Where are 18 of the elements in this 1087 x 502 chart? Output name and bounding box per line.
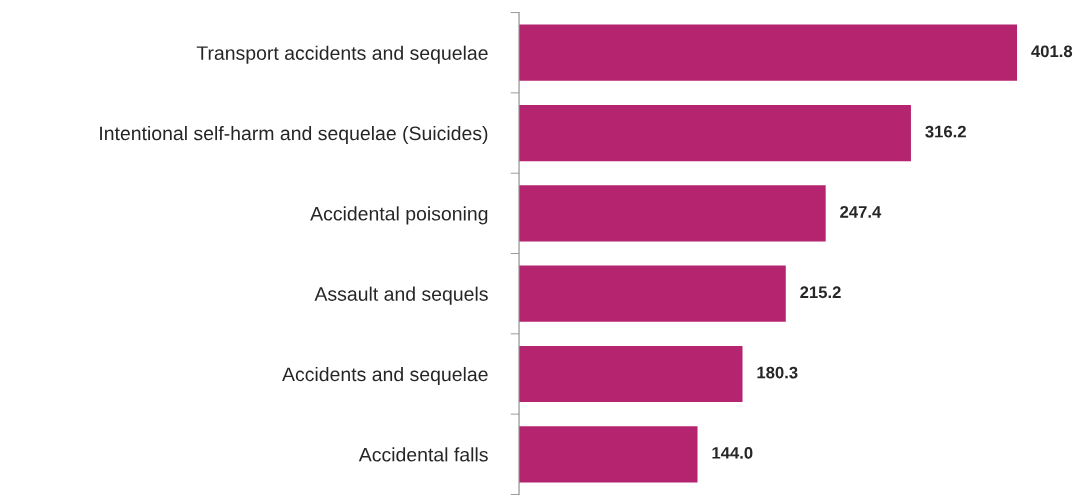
data-label: 316.2	[925, 125, 966, 138]
data-label: 144.0	[712, 446, 753, 459]
bar	[519, 24, 1018, 81]
y-tick-label: Transport accidents and sequelae	[196, 45, 488, 64]
data-label: 247.4	[840, 206, 882, 218]
bar	[519, 185, 826, 242]
bar	[519, 265, 786, 322]
data-label: 180.3	[757, 366, 798, 379]
y-tick-label: Accidental falls	[358, 447, 488, 462]
data-label: 401.8	[1031, 45, 1073, 58]
data-label: 215.2	[800, 286, 841, 299]
bar	[519, 104, 911, 162]
y-tick-label: Assault and sequels	[314, 286, 488, 305]
y-tick-label: Intentional self-harm and sequelae (Suicides)	[100, 125, 488, 145]
y-tick-label: Accidents and sequelae	[282, 366, 488, 386]
bar	[519, 426, 698, 483]
bar	[519, 345, 743, 403]
y-tick-label: Accidental poisoning	[310, 206, 488, 225]
